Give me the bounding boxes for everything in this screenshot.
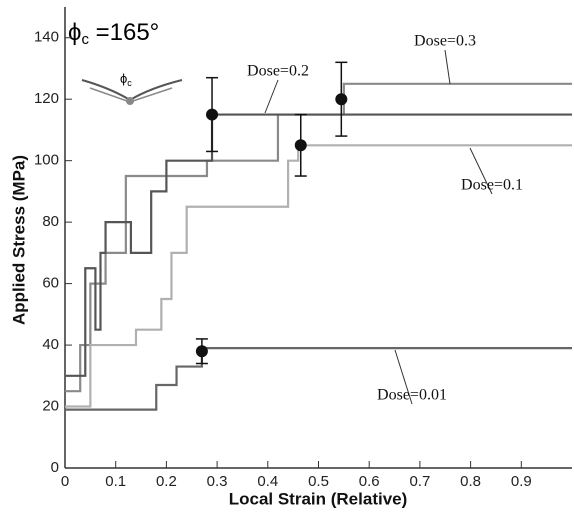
x-tick-label: 0.7 — [409, 473, 430, 490]
leader-line — [394, 349, 413, 405]
x-tick-label: 0 — [61, 473, 69, 490]
x-axis-label: Local Strain (Relative) — [229, 489, 408, 508]
chart-title: ϕc =165° — [68, 19, 159, 48]
inset-label: ϕc — [120, 71, 132, 88]
leader-line — [469, 147, 493, 195]
series-label: Dose=0.01 — [377, 387, 447, 404]
y-tick-label: 60 — [42, 275, 59, 292]
x-tick-label: 0.9 — [511, 473, 532, 490]
y-tick-label: 120 — [34, 90, 59, 107]
y-tick-label: 20 — [42, 398, 59, 415]
x-tick-label: 0.8 — [460, 473, 481, 490]
data-point — [335, 93, 348, 106]
title-symbol: ϕ — [68, 19, 81, 46]
x-tick-label: 0.3 — [207, 473, 228, 490]
x-tick-label: 0.6 — [359, 473, 380, 490]
inset-symbol: ϕ — [120, 71, 127, 86]
inset-diagram: ϕc — [81, 71, 183, 105]
y-tick-label: 140 — [34, 29, 59, 46]
step-line — [65, 347, 572, 411]
y-tick-label: 100 — [34, 152, 59, 169]
y-tick-label: 80 — [42, 213, 59, 230]
step-line — [65, 113, 572, 377]
y-tick-label: 0 — [51, 459, 59, 476]
title-subscript: c — [81, 31, 89, 48]
step-line — [65, 82, 572, 393]
x-tick-label: 0.2 — [156, 473, 177, 490]
series-label: Dose=0.3 — [414, 33, 476, 50]
step-line — [65, 144, 572, 408]
series-label: Dose=0.2 — [247, 63, 309, 80]
title-text: =165° — [89, 19, 159, 46]
y-axis-label: Applied Stress (MPa) — [9, 155, 28, 325]
x-tick-label: 0.1 — [105, 473, 126, 490]
data-point — [294, 139, 307, 152]
data-point — [195, 345, 208, 358]
x-tick-label: 0.5 — [308, 473, 329, 490]
x-tick-label: 0.4 — [257, 473, 278, 490]
series-label: Dose=0.1 — [461, 177, 523, 194]
y-tick-label: 40 — [42, 336, 59, 353]
leader-line — [444, 49, 451, 85]
data-point — [206, 108, 219, 121]
inset-subscript: c — [127, 78, 132, 88]
leader-line — [264, 79, 279, 114]
